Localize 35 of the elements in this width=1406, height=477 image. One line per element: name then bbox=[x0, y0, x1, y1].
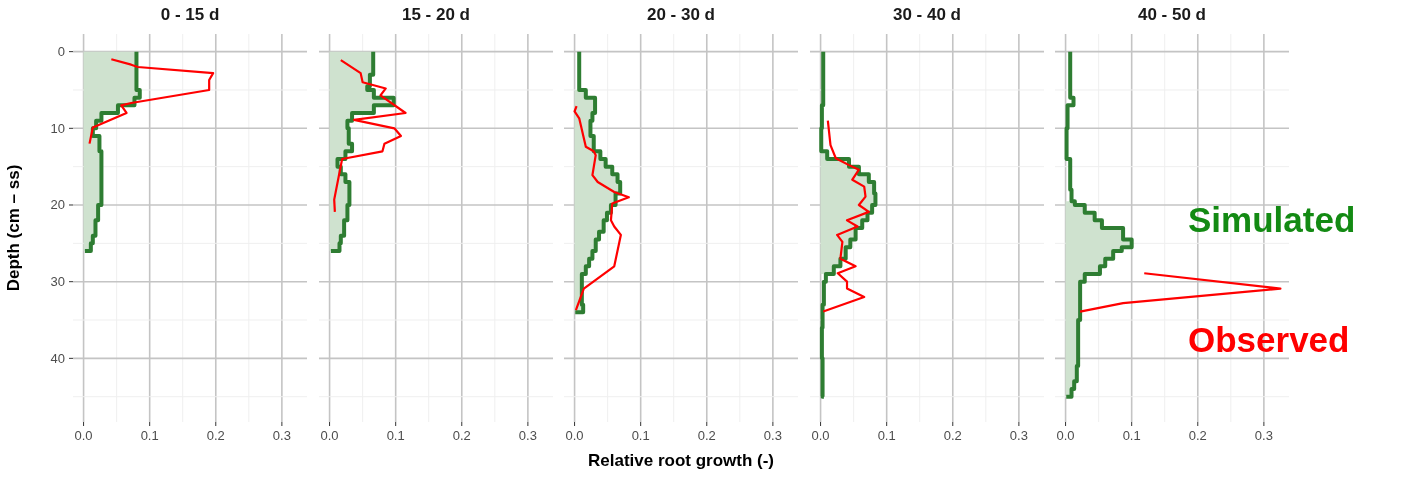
y-tick-label: 10 bbox=[50, 120, 65, 136]
chart-title: 0 - 15 d bbox=[160, 5, 220, 24]
chart-title: 20 - 30 d bbox=[646, 5, 716, 24]
x-tick-label: 0.0 bbox=[565, 428, 584, 443]
x-tick-label: 0.2 bbox=[452, 428, 471, 443]
x-tick-label: 0.0 bbox=[811, 428, 830, 443]
x-tick-label: 0.3 bbox=[763, 428, 782, 443]
x-tick-label: 0.3 bbox=[1009, 428, 1028, 443]
chart-title: 30 - 40 d bbox=[892, 5, 962, 24]
series-label: Observed bbox=[1188, 320, 1350, 359]
y-tick-label: 30 bbox=[50, 274, 65, 290]
x-tick-label: 0.1 bbox=[386, 428, 405, 443]
x-tick-label: 0.2 bbox=[1188, 428, 1207, 443]
x-tick-label: 0.2 bbox=[697, 428, 716, 443]
x-tick-label: 0.1 bbox=[140, 428, 159, 443]
x-tick-label: 0.1 bbox=[877, 428, 896, 443]
line-series bbox=[88, 58, 215, 145]
y-tick-label: 40 bbox=[50, 350, 65, 366]
y-axis-title: Depth (cm – ss) bbox=[4, 164, 23, 292]
x-tick-label: 0.0 bbox=[320, 428, 339, 443]
chart-title: 40 - 50 d bbox=[1137, 5, 1207, 24]
y-tick-label: 0 bbox=[57, 44, 65, 60]
series-label: Simulated bbox=[1188, 200, 1356, 239]
x-tick-label: 0.3 bbox=[1254, 428, 1273, 443]
x-tick-label: 0.2 bbox=[206, 428, 225, 443]
x-tick-label: 0.3 bbox=[518, 428, 537, 443]
x-tick-label: 0.0 bbox=[74, 428, 93, 443]
x-tick-label: 0.1 bbox=[1122, 428, 1141, 443]
x-tick-label: 0.1 bbox=[631, 428, 650, 443]
y-tick-label: 20 bbox=[50, 197, 65, 213]
x-tick-label: 0.3 bbox=[272, 428, 291, 443]
x-tick-label: 0.2 bbox=[943, 428, 962, 443]
x-axis-title: Relative root growth (-) bbox=[587, 451, 775, 470]
chart-title: 15 - 20 d bbox=[401, 5, 471, 24]
x-tick-label: 0.0 bbox=[1056, 428, 1075, 443]
